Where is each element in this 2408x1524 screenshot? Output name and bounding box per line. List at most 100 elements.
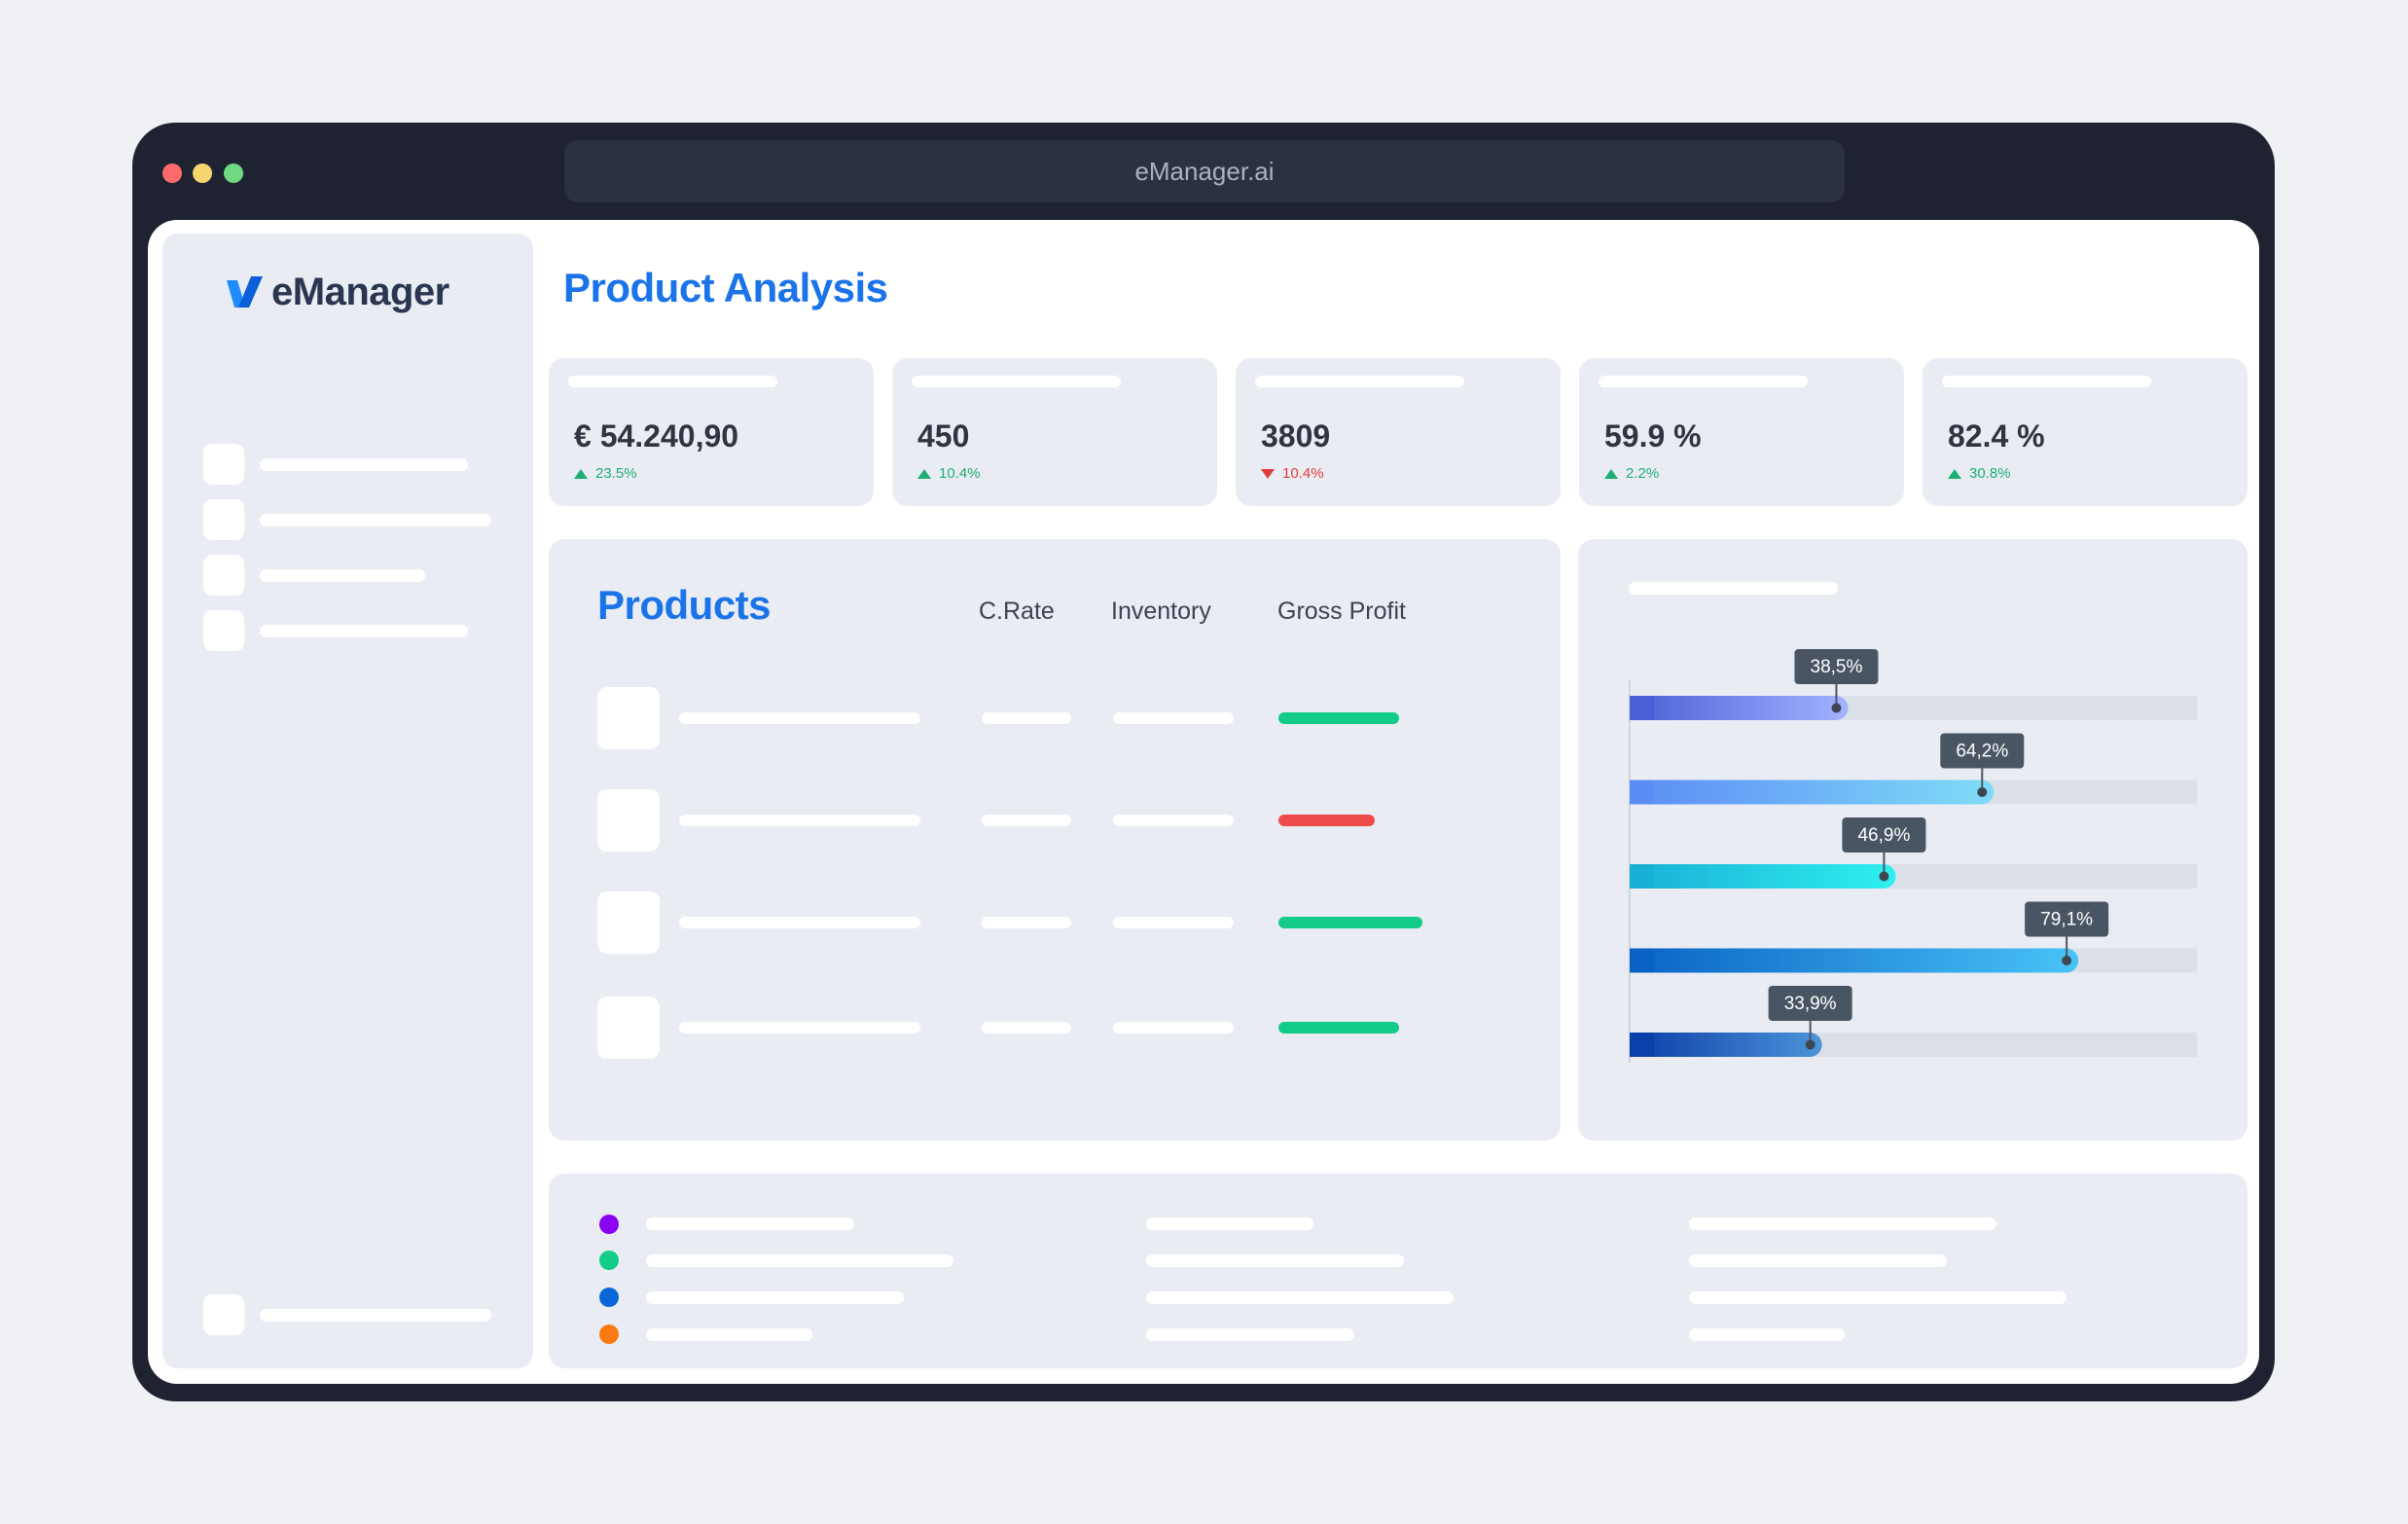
stat-delta: 30.8% bbox=[1948, 465, 2011, 482]
stat-delta-value: 30.8% bbox=[1969, 465, 2011, 482]
sidebar-item-label bbox=[260, 458, 468, 471]
bar-value-label: 33,9% bbox=[1784, 994, 1837, 1014]
stat-card[interactable]: 59.9 % 2.2% bbox=[1579, 358, 1904, 506]
stat-label bbox=[912, 376, 1121, 387]
legend-label bbox=[646, 1291, 904, 1304]
inventory-value bbox=[1113, 712, 1234, 724]
column-header-inventory[interactable]: Inventory bbox=[1111, 598, 1211, 625]
bar[interactable] bbox=[1630, 696, 1849, 720]
legend-detail bbox=[1689, 1217, 1996, 1230]
sidebar-item-label bbox=[260, 625, 468, 637]
product-name bbox=[679, 712, 920, 724]
legend-detail bbox=[1689, 1254, 1947, 1267]
c-rate-value bbox=[982, 815, 1071, 826]
stat-card[interactable]: 3809 10.4% bbox=[1236, 358, 1561, 506]
bar-value-label: 38,5% bbox=[1811, 657, 1863, 677]
product-thumbnail bbox=[597, 789, 660, 852]
product-name bbox=[679, 917, 920, 928]
bar-value-label: 79,1% bbox=[2040, 910, 2093, 930]
stat-delta: 23.5% bbox=[574, 465, 637, 482]
stat-label bbox=[568, 376, 777, 387]
stat-delta-value: 10.4% bbox=[1282, 465, 1324, 482]
product-name bbox=[679, 1022, 920, 1034]
bar-marker bbox=[1879, 871, 1889, 882]
legend-dot-orange bbox=[599, 1324, 619, 1344]
bar-start bbox=[1630, 780, 1654, 805]
bar-value-label: 64,2% bbox=[1956, 742, 2008, 762]
stat-label bbox=[1599, 376, 1808, 387]
minimize-window-button[interactable] bbox=[193, 163, 212, 183]
bar-tooltip bbox=[1940, 733, 2025, 769]
bar[interactable] bbox=[1630, 864, 1896, 889]
product-thumbnail bbox=[597, 891, 660, 954]
sidebar-item-icon bbox=[203, 444, 244, 485]
bar-start bbox=[1630, 1033, 1654, 1057]
c-rate-value bbox=[982, 712, 1071, 724]
logo-icon bbox=[227, 275, 263, 308]
inventory-value bbox=[1113, 917, 1234, 928]
bar-tooltip bbox=[1842, 817, 1926, 853]
stat-delta-value: 23.5% bbox=[595, 465, 637, 482]
legend-detail bbox=[1689, 1328, 1845, 1341]
url-bar[interactable]: eManager.ai bbox=[564, 140, 1845, 202]
arrow-up-icon bbox=[1604, 468, 1618, 479]
stat-card[interactable]: 82.4 % 30.8% bbox=[1923, 358, 2247, 506]
stat-delta: 10.4% bbox=[1261, 465, 1324, 482]
bar-start bbox=[1630, 696, 1654, 720]
bar-tooltip bbox=[2025, 901, 2109, 937]
bar-tooltip bbox=[1768, 986, 1852, 1021]
chart-title bbox=[1629, 582, 1838, 595]
stat-value: 59.9 % bbox=[1604, 418, 1702, 454]
product-thumbnail bbox=[597, 687, 660, 749]
legend-value bbox=[1146, 1328, 1354, 1341]
legend-value bbox=[1146, 1217, 1313, 1230]
horizontal-bar-chart: 38,5% 64,2% 46,9% 79,1% 33,9% bbox=[1629, 649, 2197, 1063]
stat-card[interactable]: 450 10.4% bbox=[892, 358, 1217, 506]
bar-marker bbox=[2062, 956, 2072, 965]
stat-value: 450 bbox=[917, 418, 970, 454]
product-name bbox=[679, 815, 920, 826]
bar[interactable] bbox=[1630, 780, 1995, 805]
gross-profit-bar bbox=[1278, 815, 1375, 826]
close-window-button[interactable] bbox=[162, 163, 182, 183]
logo[interactable]: eManager bbox=[227, 271, 449, 314]
legend-panel bbox=[549, 1174, 2247, 1368]
sidebar-item-label bbox=[260, 514, 491, 526]
stat-label bbox=[1255, 376, 1464, 387]
column-header-c-rate[interactable]: C.Rate bbox=[979, 598, 1055, 625]
legend-label bbox=[646, 1254, 953, 1267]
sidebar-item-label bbox=[260, 569, 425, 582]
sidebar-item-icon bbox=[203, 555, 244, 596]
stat-delta: 2.2% bbox=[1604, 465, 1659, 482]
bar-value-label: 46,9% bbox=[1857, 825, 1910, 846]
sidebar-item-icon bbox=[203, 499, 244, 540]
bar[interactable] bbox=[1630, 1033, 1822, 1057]
sidebar-item-icon bbox=[203, 610, 244, 651]
column-header-gross-profit[interactable]: Gross Profit bbox=[1277, 598, 1406, 625]
inventory-value bbox=[1113, 1022, 1234, 1034]
stat-label bbox=[1942, 376, 2151, 387]
bar[interactable] bbox=[1630, 948, 2079, 973]
stat-card[interactable]: € 54.240,90 23.5% bbox=[549, 358, 874, 506]
gross-profit-bar bbox=[1278, 1022, 1399, 1034]
legend-value bbox=[1146, 1291, 1454, 1304]
stat-delta: 10.4% bbox=[917, 465, 981, 482]
bar-marker bbox=[1831, 703, 1842, 713]
arrow-down-icon bbox=[1261, 468, 1275, 479]
maximize-window-button[interactable] bbox=[224, 163, 243, 183]
legend-value bbox=[1146, 1254, 1404, 1267]
legend-detail bbox=[1689, 1291, 2067, 1304]
browser-window: eManager.ai eManager bbox=[132, 123, 2275, 1401]
page-title: Product Analysis bbox=[563, 265, 888, 310]
sidebar-item-icon bbox=[203, 1294, 244, 1335]
gross-profit-bar bbox=[1278, 712, 1399, 724]
chart-panel: 38,5% 64,2% 46,9% 79,1% 33,9% bbox=[1578, 539, 2247, 1141]
stat-delta-value: 10.4% bbox=[939, 465, 981, 482]
stat-value: 82.4 % bbox=[1948, 418, 2045, 454]
stat-delta-value: 2.2% bbox=[1626, 465, 1660, 482]
c-rate-value bbox=[982, 1022, 1071, 1034]
legend-dot-green bbox=[599, 1251, 619, 1270]
arrow-up-icon bbox=[1948, 468, 1961, 479]
arrow-up-icon bbox=[917, 468, 931, 479]
sidebar-item-label bbox=[260, 1309, 491, 1322]
